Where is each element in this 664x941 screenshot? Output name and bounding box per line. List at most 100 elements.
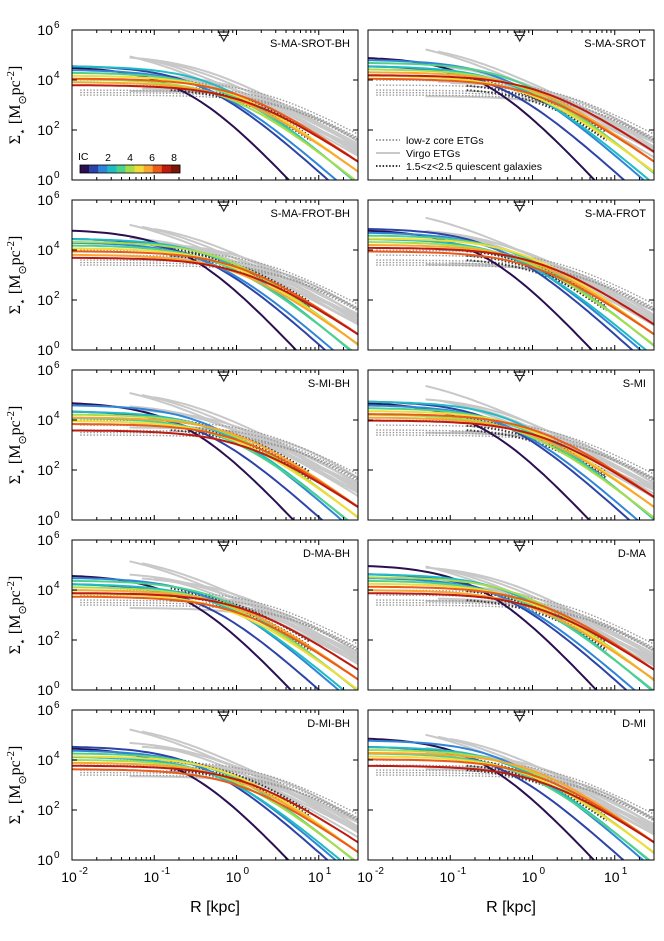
virgo-etg-line	[425, 398, 654, 487]
quiescent-galaxy-line	[466, 77, 608, 142]
x-tick-label: 10	[226, 869, 242, 885]
panel-frame	[367, 709, 655, 861]
x-axis-label: R [kpc]	[190, 899, 240, 916]
series-ic3	[72, 69, 338, 180]
series-ic10	[368, 764, 654, 844]
quiescent-galaxy-line	[466, 769, 608, 819]
x-tick-exponent: 0	[540, 866, 546, 877]
panel-data	[368, 216, 654, 350]
low-z-core-etg-line	[376, 261, 654, 310]
y-tick-exponent: 2	[54, 120, 60, 131]
virgo-etg-line	[437, 234, 654, 318]
panel-data	[368, 565, 654, 690]
legend-entry: Virgo ETGs	[406, 148, 460, 160]
panel-label: S-MA-FROT-BH	[271, 208, 350, 220]
panel-label: S-MI	[623, 378, 646, 390]
panel-data	[368, 385, 654, 520]
panel-frame	[71, 29, 359, 181]
colorbar: IC 2 4 6 8	[78, 151, 181, 174]
y-tick-exponent: 6	[54, 20, 60, 31]
series-ic10	[72, 256, 358, 336]
y-tick-exponent: 4	[54, 750, 60, 761]
x-tick-exponent: 1	[326, 866, 332, 877]
y-tick-label: 10	[37, 342, 53, 358]
virgo-etg-line	[141, 730, 358, 823]
triangle-marker-icon	[513, 711, 526, 723]
series-ic4	[368, 65, 651, 180]
colorbar-swatch	[161, 165, 172, 173]
panel-frame	[367, 29, 655, 181]
x-axis-label: R [kpc]	[486, 899, 536, 916]
y-tick-exponent: 6	[54, 360, 60, 371]
colorbar-swatch	[134, 165, 144, 173]
series-ic9	[368, 250, 654, 336]
panel-data	[368, 48, 654, 180]
panel-label: S-MA-SROT	[584, 38, 646, 50]
series-ic10	[72, 84, 358, 163]
y-tick-exponent: 2	[54, 630, 60, 641]
y-tick-label: 10	[37, 752, 53, 768]
y-tick-label: 10	[37, 292, 53, 308]
series-ic9	[368, 758, 654, 844]
colorbar-tick-label: 4	[127, 152, 133, 164]
colorbar-swatch	[107, 165, 117, 173]
low-z-core-etg-line	[80, 261, 358, 310]
y-tick-exponent: 4	[54, 580, 60, 591]
series-ic8	[368, 751, 654, 844]
colorbar-frame	[79, 164, 181, 174]
colorbar-swatch	[89, 165, 99, 173]
series-ic4	[368, 238, 648, 350]
y-axis-label: Σ⋆ [M⊙pc-2]	[5, 406, 29, 485]
y-tick-label: 10	[37, 512, 53, 528]
x-tick-label: 10	[604, 869, 620, 885]
triangle-marker-icon	[217, 31, 230, 43]
y-tick-exponent: 2	[54, 460, 60, 471]
series-ic3	[72, 404, 344, 520]
y-tick-label: 10	[37, 122, 53, 138]
low-z-core-etg-line	[376, 601, 654, 650]
y-tick-exponent: 4	[54, 410, 60, 421]
y-axis-label: Σ⋆ [M⊙pc-2]	[5, 66, 29, 145]
colorbar-swatch	[98, 165, 108, 173]
low-z-core-etg-line	[376, 434, 654, 480]
y-tick-exponent: 4	[54, 240, 60, 251]
series-ic10	[368, 592, 654, 671]
quiescent-galaxy-line	[170, 420, 312, 474]
triangle-marker-icon	[217, 711, 230, 723]
y-tick-label: 10	[37, 532, 53, 548]
y-axis-label: Σ⋆ [M⊙pc-2]	[5, 746, 29, 825]
series-ic9	[72, 77, 358, 163]
series-ic10	[368, 419, 654, 498]
y-tick-label: 10	[37, 852, 53, 868]
panel-label: D-MA	[618, 548, 647, 560]
series-ic9	[368, 77, 654, 163]
x-tick-exponent: 0	[244, 866, 250, 877]
y-tick-exponent: 6	[54, 190, 60, 201]
y-tick-label: 10	[37, 192, 53, 208]
y-tick-exponent: 0	[54, 340, 60, 351]
series-ic8	[72, 416, 358, 508]
y-tick-label: 10	[37, 412, 53, 428]
colorbar-swatch	[170, 165, 181, 173]
y-tick-label: 10	[37, 362, 53, 378]
series-ic3	[368, 231, 643, 350]
panel-s-mi: S-MI	[367, 369, 655, 521]
x-tick-label: 10	[357, 869, 373, 885]
panel-label: S-MA-FROT	[585, 208, 646, 220]
y-tick-label: 10	[37, 22, 53, 38]
panel-frame	[367, 539, 655, 691]
quiescent-galaxy-line	[170, 760, 312, 814]
series-ic3	[72, 749, 337, 860]
panel-label: S-MI-BH	[308, 378, 350, 390]
triangle-marker-icon	[513, 31, 526, 43]
panel-data	[72, 560, 358, 690]
quiescent-galaxy-line	[170, 80, 312, 134]
panel-label: D-MI	[622, 718, 646, 730]
y-tick-exponent: 0	[54, 680, 60, 691]
y-tick-exponent: 6	[54, 530, 60, 541]
y-tick-label: 10	[37, 582, 53, 598]
